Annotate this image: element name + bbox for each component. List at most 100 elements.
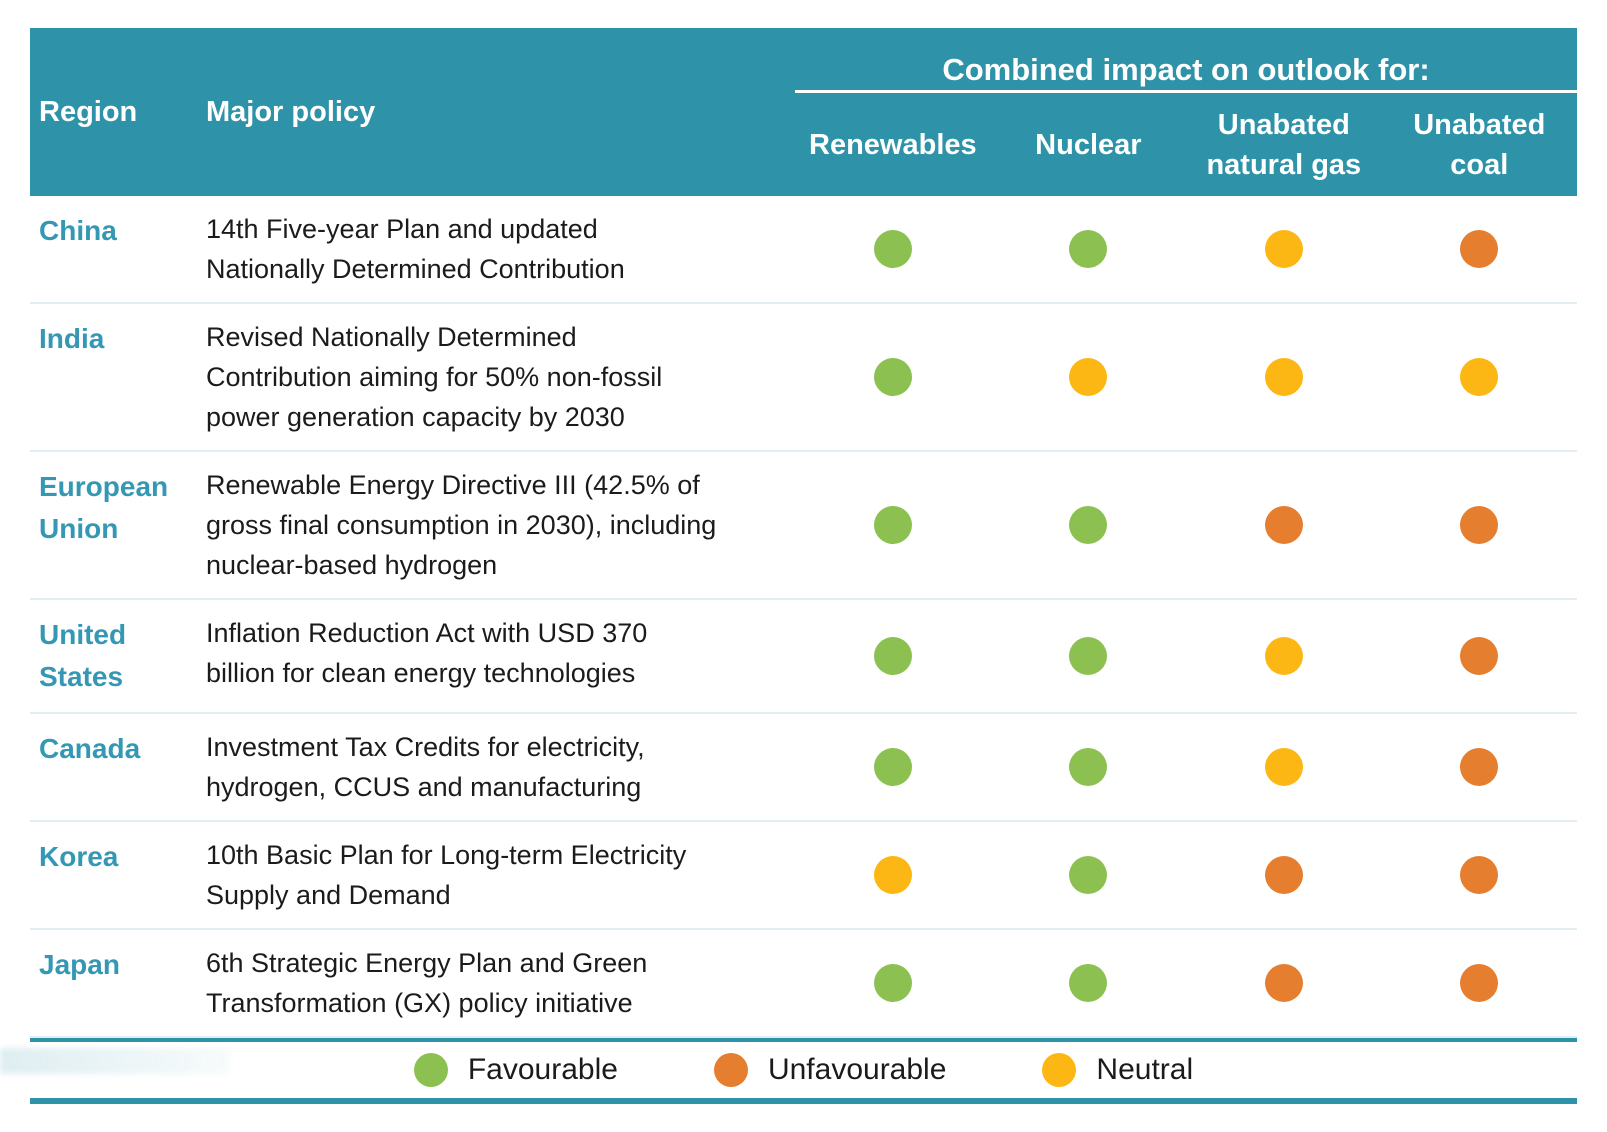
impact-dot <box>873 964 912 1002</box>
region-label: European Union <box>39 471 169 544</box>
region-label: Canada <box>39 733 141 764</box>
impact-cell-nuclear <box>991 714 1187 820</box>
column-header-unabated-coal: Unabated coal <box>1413 108 1546 181</box>
impact-cell-gas <box>1186 600 1382 712</box>
legend: Favourable Unfavourable Neutral <box>30 1042 1577 1098</box>
impact-cell-renewables <box>795 196 991 302</box>
impact-cell-coal <box>1382 196 1578 302</box>
impact-dot <box>1069 506 1108 544</box>
impact-dot <box>1069 230 1108 268</box>
impact-dot <box>1460 358 1499 396</box>
impact-dot <box>1460 637 1499 675</box>
impact-cell-nuclear <box>991 930 1187 1036</box>
legend-label: Favourable <box>467 1053 618 1086</box>
impact-cell-gas <box>1186 304 1382 450</box>
impact-cell-gas <box>1186 196 1382 302</box>
impact-cell-gas <box>1186 714 1382 820</box>
impact-subcolumns: Renewables Nuclear Unabated natural gas … <box>795 93 1577 196</box>
impact-dot <box>873 856 912 894</box>
impact-group-title: Combined impact on outlook for: <box>942 52 1430 87</box>
impact-cell-coal <box>1382 452 1578 598</box>
impact-cell-renewables <box>795 600 991 712</box>
impact-cell-coal <box>1382 822 1578 928</box>
impact-dot <box>1069 358 1108 396</box>
impact-cell-renewables <box>795 822 991 928</box>
impact-dot <box>873 230 912 268</box>
region-label: Japan <box>39 949 120 980</box>
impact-cell-coal <box>1382 304 1578 450</box>
impact-cell-nuclear <box>991 304 1187 450</box>
impact-cell-gas <box>1186 930 1382 1036</box>
impact-dot <box>1069 748 1108 786</box>
policy-impact-table: Region Major policy Combined impact on o… <box>30 28 1577 1104</box>
impact-cell-nuclear <box>991 452 1187 598</box>
region-column-header: Region <box>39 95 138 128</box>
impact-dot <box>873 637 912 675</box>
policy-text: Renewable Energy Directive III (42.5% of… <box>206 470 717 580</box>
legend-top-rule <box>30 1038 1577 1042</box>
impact-dot <box>1069 637 1108 675</box>
impact-dot <box>1069 856 1108 894</box>
impact-cell-coal <box>1382 714 1578 820</box>
impact-dot <box>1460 856 1499 894</box>
legend-label: Neutral <box>1096 1053 1194 1086</box>
favourable-dot-icon <box>413 1053 448 1087</box>
policy-text: Inflation Reduction Act with USD 370 bil… <box>206 618 648 688</box>
legend-item-unfavourable: Unfavourable <box>713 1053 947 1087</box>
legend-item-neutral: Neutral <box>1042 1053 1193 1087</box>
impact-dot <box>1460 748 1499 786</box>
policy-text: Revised Nationally Determined Contributi… <box>206 322 663 432</box>
impact-cell-nuclear <box>991 196 1187 302</box>
header-underline <box>795 90 1577 93</box>
watermark <box>0 1048 230 1074</box>
impact-cell-renewables <box>795 714 991 820</box>
neutral-dot-icon <box>1042 1053 1077 1087</box>
policy-text: 6th Strategic Energy Plan and Green Tran… <box>206 948 648 1018</box>
impact-group-header: Combined impact on outlook for: Renewabl… <box>795 28 1577 196</box>
region-label: Korea <box>39 841 119 872</box>
major-policy-column-header: Major policy <box>206 95 376 128</box>
impact-cell-nuclear <box>991 600 1187 712</box>
impact-dot <box>1264 964 1303 1002</box>
legend-item-favourable: Favourable <box>413 1053 618 1087</box>
table-row-canada: Canada Investment Tax Credits for electr… <box>30 714 1577 822</box>
impact-cell-nuclear <box>991 822 1187 928</box>
table-header: Region Major policy Combined impact on o… <box>30 28 1577 196</box>
impact-dot <box>1460 506 1499 544</box>
impact-dot <box>1264 506 1303 544</box>
table-row-china: China 14th Five-year Plan and updated Na… <box>30 196 1577 304</box>
column-header-renewables: Renewables <box>809 128 977 161</box>
unfavourable-dot-icon <box>713 1053 748 1087</box>
impact-dot <box>1264 230 1303 268</box>
table-row-korea: Korea 10th Basic Plan for Long-term Elec… <box>30 822 1577 930</box>
policy-text: Investment Tax Credits for electricity, … <box>206 732 645 802</box>
table-row-india: India Revised Nationally Determined Cont… <box>30 304 1577 452</box>
table-row-japan: Japan 6th Strategic Energy Plan and Gree… <box>30 930 1577 1038</box>
column-header-unabated-natural-gas: Unabated natural gas <box>1206 108 1362 181</box>
impact-cell-renewables <box>795 452 991 598</box>
table-row-european-union: European Union Renewable Energy Directiv… <box>30 452 1577 600</box>
policy-text: 10th Basic Plan for Long-term Electricit… <box>206 840 687 910</box>
impact-dot <box>1069 964 1108 1002</box>
impact-dot <box>873 358 912 396</box>
column-header-nuclear: Nuclear <box>1035 128 1142 161</box>
impact-cell-renewables <box>795 930 991 1036</box>
legend-label: Unfavourable <box>767 1053 947 1086</box>
impact-dot <box>1264 856 1303 894</box>
impact-dot <box>1460 230 1499 268</box>
impact-dot <box>873 506 912 544</box>
impact-cell-gas <box>1186 452 1382 598</box>
region-label: China <box>39 215 117 246</box>
impact-dot <box>1264 748 1303 786</box>
impact-dot <box>1264 358 1303 396</box>
impact-dot <box>1460 964 1499 1002</box>
table-row-united-states: United States Inflation Reduction Act wi… <box>30 600 1577 714</box>
region-label: United States <box>39 619 127 692</box>
impact-cell-renewables <box>795 304 991 450</box>
region-label: India <box>39 323 105 354</box>
legend-bottom-rule <box>30 1098 1577 1104</box>
impact-cell-coal <box>1382 600 1578 712</box>
impact-cell-coal <box>1382 930 1578 1036</box>
impact-dot <box>1264 637 1303 675</box>
policy-text: 14th Five-year Plan and updated National… <box>206 214 625 284</box>
